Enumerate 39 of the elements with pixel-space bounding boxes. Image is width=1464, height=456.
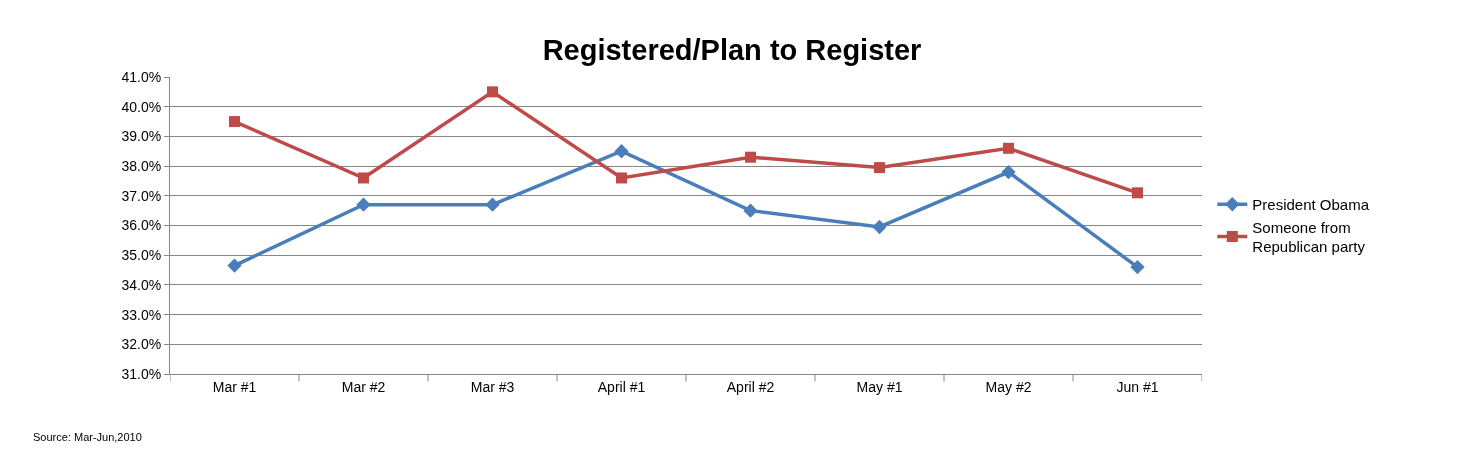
chart-title: Registered/Plan to Register xyxy=(542,34,922,67)
y-tick-label: 31.0% xyxy=(121,365,162,382)
point xyxy=(745,151,756,163)
x-tick-label: Jun #1 xyxy=(1116,378,1159,395)
point xyxy=(1003,142,1014,154)
y-tick-label: 39.0% xyxy=(121,128,162,145)
y-tick-label: 38.0% xyxy=(121,158,162,174)
y-tick-label: 35.0% xyxy=(121,247,162,264)
legend-label: Someone from Republican party xyxy=(1252,218,1366,256)
y-tick-label: 33.0% xyxy=(121,306,162,323)
x-tick-label: Mar #2 xyxy=(341,378,386,395)
point xyxy=(616,172,627,184)
x-tick-label: April #1 xyxy=(597,378,646,395)
y-tick-label: 40.0% xyxy=(121,98,162,115)
x-tick-label: Mar #3 xyxy=(470,378,515,395)
legend-label: President Obama xyxy=(1252,196,1370,214)
x-tick-label: May #2 xyxy=(985,378,1032,395)
y-tick-label: 34.0% xyxy=(121,276,162,293)
point xyxy=(743,203,758,218)
point xyxy=(356,197,371,212)
y-tick-label: 37.0% xyxy=(121,187,162,204)
point xyxy=(229,116,240,128)
y-tick-label: 41.0% xyxy=(121,68,162,85)
point xyxy=(872,219,887,235)
point xyxy=(358,172,369,184)
y-tick-label: 32.0% xyxy=(121,336,162,353)
source-note: Source: Mar-Jun,2010 xyxy=(33,431,142,443)
x-tick-label: May #1 xyxy=(856,378,903,395)
point xyxy=(614,144,629,159)
point xyxy=(227,258,242,273)
point xyxy=(485,197,500,212)
point xyxy=(1130,259,1145,275)
point xyxy=(874,162,885,174)
y-tick-label: 36.0% xyxy=(121,217,162,234)
point xyxy=(1132,187,1143,199)
x-tick-label: April #2 xyxy=(726,378,775,395)
point xyxy=(487,86,498,98)
point xyxy=(1001,164,1016,180)
x-tick-label: Mar #1 xyxy=(212,378,257,395)
